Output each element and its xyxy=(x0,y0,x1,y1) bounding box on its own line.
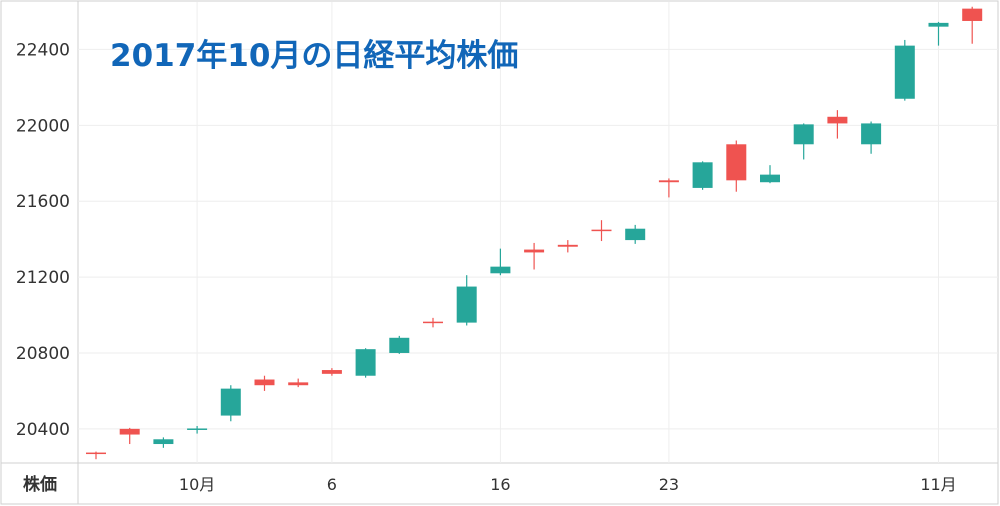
candle xyxy=(557,240,578,253)
candle-body xyxy=(861,123,882,145)
candle xyxy=(827,110,848,139)
candle-body xyxy=(153,439,174,445)
candle xyxy=(423,317,443,328)
candle xyxy=(456,275,477,326)
x-tick-label: 6 xyxy=(327,475,337,494)
y-axis-name: 株価 xyxy=(23,474,57,495)
candle-body xyxy=(254,379,275,386)
candle-body xyxy=(119,428,140,435)
candle xyxy=(254,375,275,391)
x-tick-label: 11月 xyxy=(920,475,956,494)
candle-body xyxy=(355,349,376,376)
candle xyxy=(625,224,646,244)
y-tick-label: 21200 xyxy=(16,268,70,288)
grid-lines xyxy=(78,2,998,463)
candle xyxy=(861,121,882,154)
candle-body xyxy=(557,244,578,247)
candle-body xyxy=(692,162,713,188)
candle xyxy=(86,451,106,460)
candle xyxy=(389,335,410,354)
candle xyxy=(288,378,309,388)
candle xyxy=(524,242,545,270)
y-tick-label: 22400 xyxy=(16,40,70,60)
candle-body xyxy=(524,249,545,253)
candle xyxy=(793,123,814,160)
y-tick-label: 22000 xyxy=(16,116,70,136)
candle-body xyxy=(962,8,983,21)
candle-body xyxy=(389,337,410,353)
candle-body xyxy=(658,180,679,183)
candle-body xyxy=(625,228,646,241)
candle-body xyxy=(321,370,342,374)
candle xyxy=(187,426,208,434)
candle xyxy=(760,165,780,184)
candle xyxy=(658,178,679,198)
candle xyxy=(220,385,241,422)
chart-title: 2017年10月の日経平均株価 xyxy=(110,38,518,74)
candle xyxy=(726,140,747,192)
candle xyxy=(153,437,174,448)
candle xyxy=(692,161,713,190)
candle xyxy=(490,248,511,276)
candle-body xyxy=(456,286,477,323)
candle xyxy=(321,368,342,376)
y-axis-ticks: 20400 20800 21200 21600 22000 22400 xyxy=(16,40,70,439)
candle-body xyxy=(490,266,511,274)
candle-body xyxy=(423,321,443,324)
x-tick-label: 10月 xyxy=(179,475,215,494)
x-tick-label: 16 xyxy=(490,475,510,494)
candle-body xyxy=(187,428,208,430)
candle xyxy=(928,21,949,46)
candle-body xyxy=(591,229,612,232)
candle-body xyxy=(220,388,241,416)
x-axis-ticks: 10月 6 16 23 11月 xyxy=(179,475,957,494)
x-tick-label: 23 xyxy=(659,475,679,494)
y-tick-label: 20800 xyxy=(16,344,70,364)
candle-body xyxy=(793,124,814,145)
candle xyxy=(962,6,983,44)
candle-body xyxy=(726,144,747,181)
y-tick-label: 20400 xyxy=(16,420,70,440)
candle-body xyxy=(288,382,309,386)
candle xyxy=(894,39,915,101)
y-tick-label: 21600 xyxy=(16,192,70,212)
candle xyxy=(591,220,612,242)
candle-series xyxy=(86,6,983,460)
candle-body xyxy=(86,452,106,455)
candle-body xyxy=(760,174,780,183)
candle xyxy=(119,427,140,445)
candle-body xyxy=(928,22,949,27)
candle xyxy=(355,348,376,378)
candle-body xyxy=(894,45,915,99)
candle-body xyxy=(827,116,848,124)
